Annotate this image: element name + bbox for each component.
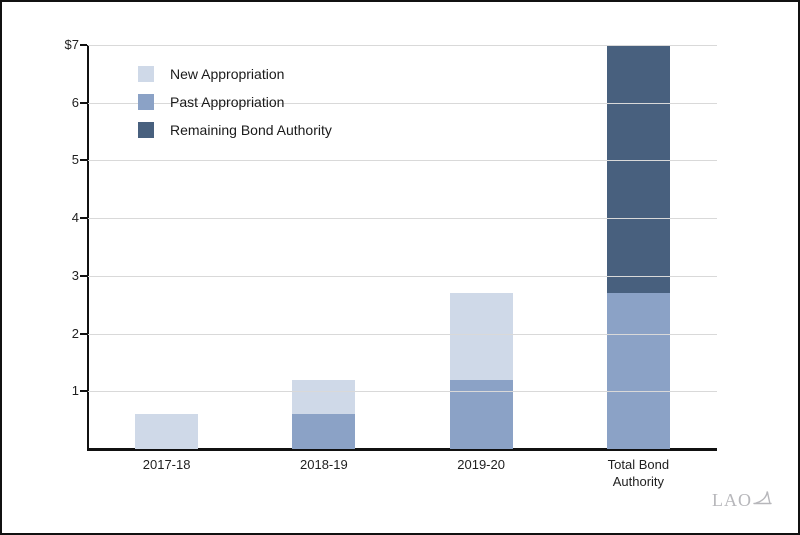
bar-segment	[449, 293, 513, 380]
y-tick	[80, 332, 87, 335]
legend-item: Remaining Bond Authority	[138, 122, 332, 138]
y-tick-label: 1	[71, 383, 79, 399]
category-label: 2017-18	[142, 457, 191, 472]
gridline	[88, 275, 717, 277]
bar-segment	[135, 414, 199, 449]
y-tick	[80, 217, 87, 220]
legend-swatch	[138, 94, 154, 110]
legend: New Appropriation Past Appropriation Remai…	[138, 66, 332, 150]
legend-label: Remaining Bond Authority	[170, 122, 332, 138]
category-label: Total Bond Authority	[607, 457, 670, 489]
bar-segment	[449, 379, 513, 449]
gridline	[88, 102, 717, 104]
y-tick-label: 4	[71, 210, 79, 226]
y-tick	[80, 44, 87, 46]
legend-label: New Appropriation	[170, 66, 285, 82]
lao-logo-glyph	[753, 491, 772, 505]
gridline	[88, 391, 717, 393]
y-tick	[80, 274, 87, 277]
bar-segment	[606, 293, 670, 449]
y-tick-label: 3	[71, 267, 79, 283]
x-axis-line	[87, 448, 717, 451]
gridline	[88, 333, 717, 335]
legend-swatch	[138, 122, 154, 138]
y-tick	[80, 101, 87, 104]
category-label: 2019-20	[457, 457, 505, 472]
bar-segment	[292, 379, 356, 415]
y-tick-label: 2	[71, 325, 79, 341]
category-label: 2018-19	[300, 457, 348, 472]
legend-item: New Appropriation	[138, 66, 332, 82]
lao-logo: LAO	[712, 490, 772, 511]
bar-segment	[606, 45, 670, 294]
y-tick-label: 6	[71, 94, 79, 110]
legend-item: Past Appropriation	[138, 94, 332, 110]
y-tick	[80, 159, 87, 162]
y-tick-label: $7	[64, 37, 79, 52]
bar-segment	[292, 414, 356, 449]
lao-logo-text: LAO	[712, 490, 752, 510]
gridline	[88, 218, 717, 220]
legend-swatch	[138, 66, 154, 82]
gridline	[88, 45, 717, 46]
gridline	[88, 160, 717, 162]
y-tick-label: 5	[71, 152, 79, 168]
legend-label: Past Appropriation	[170, 94, 285, 110]
y-tick	[80, 390, 87, 393]
y-axis-line	[87, 45, 89, 449]
